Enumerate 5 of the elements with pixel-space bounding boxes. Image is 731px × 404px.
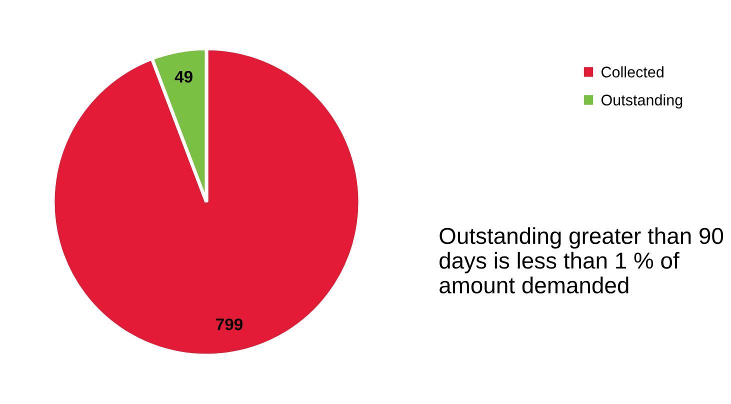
data-label: 799	[216, 318, 243, 330]
data-label: 49	[174, 70, 192, 83]
text: Outstanding greater than 90 days is less than 1 % of amount demanded	[440, 227, 724, 294]
legend-label: Outstanding	[601, 94, 682, 109]
legend-label: Collected	[602, 66, 664, 78]
